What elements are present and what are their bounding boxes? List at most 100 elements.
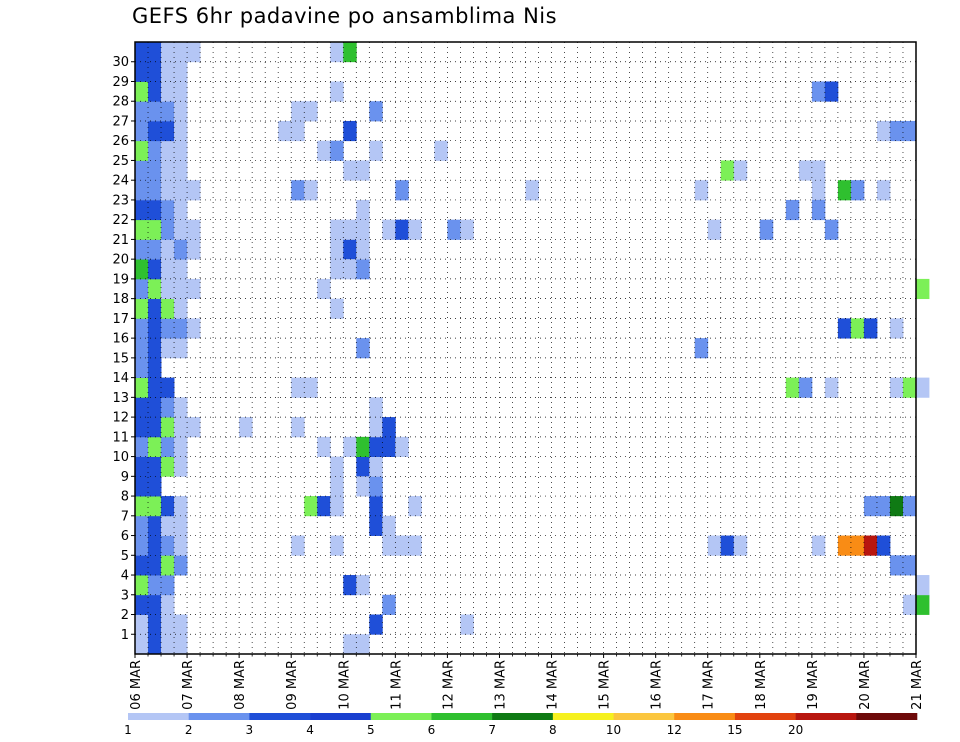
heatmap-cell: [330, 239, 344, 260]
color-scale-label: 15: [727, 723, 742, 737]
heatmap-cell: [187, 219, 201, 240]
heatmap-cell: [148, 575, 162, 596]
heatmap-cell: [174, 259, 188, 280]
y-tick-label: 13: [112, 391, 129, 406]
heatmap-cell: [174, 555, 188, 576]
heatmap-cell: [148, 140, 162, 161]
heatmap-cell: [148, 120, 162, 142]
y-tick-label: 28: [112, 95, 129, 110]
heatmap-cell: [148, 338, 162, 359]
heatmap-cell: [330, 42, 344, 63]
color-scale-swatch: [249, 713, 311, 720]
heatmap-cell: [824, 81, 839, 102]
heatmap-cell: [148, 101, 162, 122]
heatmap-cell: [395, 180, 409, 201]
heatmap-cell: [317, 496, 331, 517]
heatmap-cell: [850, 180, 865, 201]
heatmap-cell: [135, 456, 149, 477]
heatmap-cell: [174, 535, 188, 556]
heatmap-cell: [720, 160, 735, 181]
heatmap-cell: [447, 219, 461, 240]
x-tick-label: 13 MAR: [493, 660, 508, 710]
x-tick-label: 20 MAR: [858, 660, 873, 710]
heatmap-cell: [876, 180, 891, 201]
heatmap-cells: [135, 42, 930, 655]
x-tick-label: 12 MAR: [441, 660, 456, 710]
heatmap-cell: [161, 140, 175, 161]
heatmap-cell: [148, 476, 162, 497]
heatmap-cell: [343, 120, 357, 142]
heatmap-cell: [343, 436, 357, 457]
x-tick-label: 10 MAR: [337, 660, 352, 710]
heatmap-cell: [707, 535, 722, 556]
heatmap-cell: [148, 515, 162, 536]
heatmap-cell: [174, 199, 188, 221]
y-tick-label: 1: [121, 628, 129, 643]
heatmap-cell: [148, 219, 162, 240]
grid-lines: [135, 42, 916, 654]
color-scale-swatch: [128, 713, 189, 720]
heatmap-cell: [148, 180, 162, 201]
heatmap-cell: [759, 219, 774, 240]
heatmap-cell: [161, 278, 175, 300]
heatmap-cell: [161, 199, 175, 221]
y-tick-label: 5: [121, 549, 129, 564]
heatmap-cell: [889, 318, 904, 339]
heatmap-cell: [148, 555, 162, 576]
heatmap-cell: [148, 42, 162, 63]
chart-title: GEFS 6hr padavine po ansamblima Nis: [132, 4, 558, 28]
y-tick-label: 12: [112, 411, 129, 426]
heatmap-cell: [291, 180, 305, 201]
y-tick-label: 4: [121, 569, 129, 584]
heatmap-cell: [304, 496, 318, 517]
heatmap-cell: [408, 219, 422, 240]
heatmap-cell: [837, 180, 852, 201]
heatmap-cell: [148, 496, 162, 517]
heatmap-cell: [135, 140, 149, 161]
heatmap-cell: [135, 496, 149, 517]
color-scale-swatch: [188, 713, 250, 720]
color-scale-swatch: [795, 713, 857, 720]
color-scale-label: 5: [367, 723, 375, 737]
heatmap-cell: [161, 515, 175, 536]
y-tick-label: 23: [112, 193, 129, 208]
x-tick-label: 09 MAR: [285, 660, 300, 710]
heatmap-cell: [343, 160, 357, 181]
color-scale-label: 8: [549, 723, 557, 737]
heatmap-cell: [135, 61, 149, 82]
heatmap-cell: [135, 555, 149, 576]
heatmap-cell: [148, 160, 162, 181]
heatmap-cell: [161, 634, 175, 655]
heatmap-cell: [161, 555, 175, 576]
y-tick-label: 7: [121, 509, 129, 524]
heatmap-cell: [187, 239, 201, 260]
heatmap-cell: [187, 42, 201, 63]
color-scale-label: 6: [428, 723, 436, 737]
heatmap-cell: [317, 278, 331, 300]
heatmap-cell: [148, 594, 162, 615]
heatmap-cell: [330, 81, 344, 102]
heatmap-cell: [395, 535, 409, 556]
x-tick-label: 21 MAR: [910, 660, 925, 710]
heatmap-cell: [694, 338, 709, 359]
heatmap-cell: [148, 614, 162, 635]
heatmap-cell: [369, 496, 383, 517]
heatmap-cell: [148, 456, 162, 477]
heatmap-cell: [811, 160, 826, 181]
heatmap-cell: [135, 417, 149, 438]
heatmap-cell: [291, 535, 305, 556]
y-tick-label: 26: [112, 134, 129, 149]
heatmap-cell: [330, 476, 344, 497]
heatmap-cell: [174, 515, 188, 536]
heatmap-cell: [902, 377, 917, 398]
heatmap-cell: [356, 239, 370, 260]
heatmap-cell: [343, 239, 357, 260]
heatmap-cell: [161, 81, 175, 102]
heatmap-cell: [135, 180, 149, 201]
y-tick-label: 15: [112, 351, 129, 366]
heatmap-cell: [356, 338, 370, 359]
heatmap-cell: [161, 496, 175, 517]
heatmap-cell: [148, 318, 162, 339]
heatmap-cell: [291, 120, 305, 142]
heatmap-cell: [837, 535, 852, 556]
